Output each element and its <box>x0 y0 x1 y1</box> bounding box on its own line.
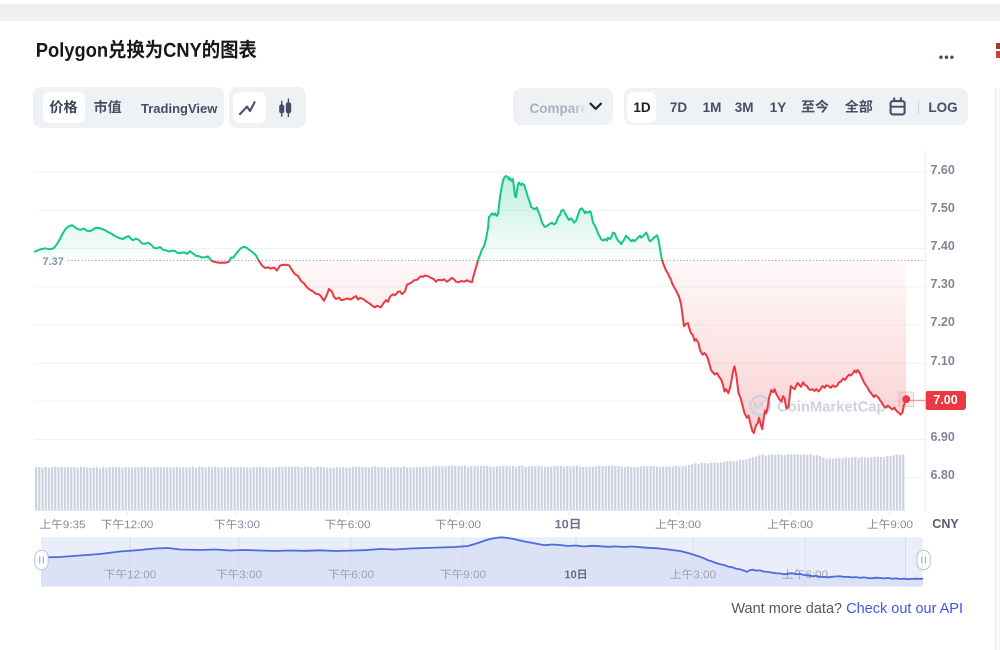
svg-text:CoinMarketCap: CoinMarketCap <box>777 399 886 415</box>
